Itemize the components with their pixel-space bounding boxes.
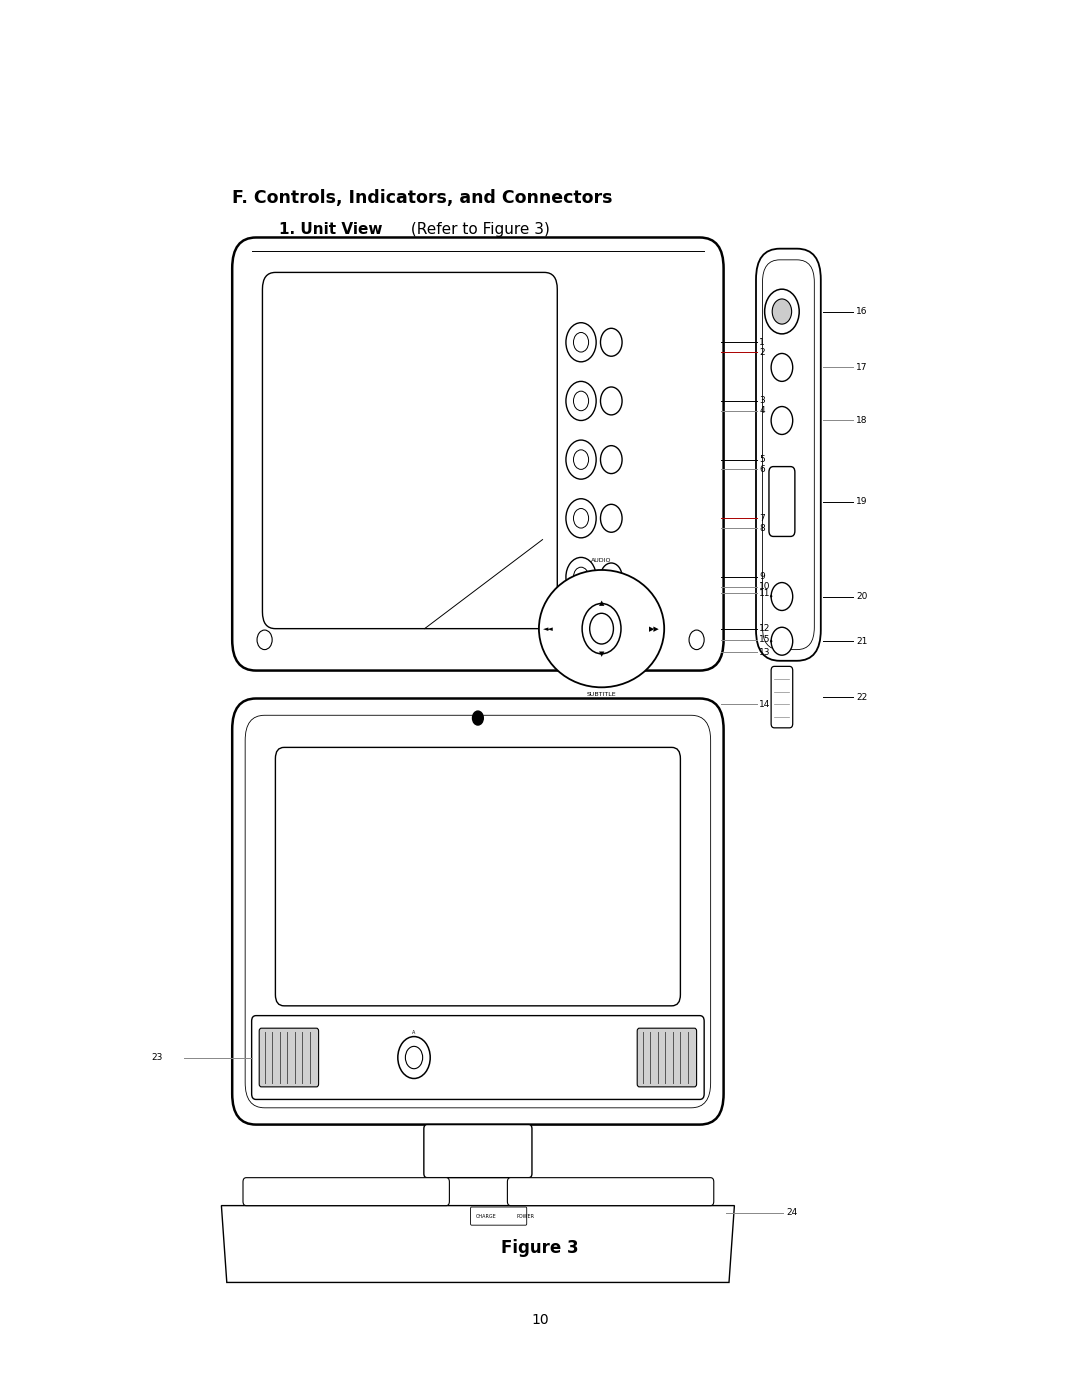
Text: 17: 17 [856,363,868,372]
FancyBboxPatch shape [259,1028,319,1087]
Text: AUDIO: AUDIO [592,557,611,563]
Circle shape [473,711,483,725]
Circle shape [590,613,613,644]
Circle shape [765,289,799,334]
Text: 6: 6 [759,465,765,474]
Text: 4: 4 [759,407,765,415]
Text: 3: 3 [759,397,765,405]
Circle shape [573,509,589,528]
Text: 16: 16 [856,307,868,316]
Text: 21: 21 [856,637,868,645]
Circle shape [257,630,272,650]
Text: A: A [413,1030,416,1035]
Text: 11: 11 [759,590,771,598]
Text: 12: 12 [759,624,771,633]
Text: 20: 20 [856,592,868,601]
FancyBboxPatch shape [262,272,557,629]
Text: SUBTITLE: SUBTITLE [586,692,617,697]
FancyBboxPatch shape [637,1028,697,1087]
Circle shape [573,391,589,411]
Circle shape [566,440,596,479]
Circle shape [566,499,596,538]
FancyBboxPatch shape [252,1016,704,1099]
Text: 1: 1 [759,338,765,346]
Text: (Refer to Figure 3): (Refer to Figure 3) [406,222,550,236]
Text: ♦: ♦ [768,638,772,644]
FancyBboxPatch shape [508,1178,714,1206]
Text: 8: 8 [759,524,765,532]
Circle shape [772,299,792,324]
Circle shape [573,567,589,587]
Text: 14: 14 [759,700,771,708]
Text: 24: 24 [786,1208,797,1217]
Text: 22: 22 [856,693,867,701]
Text: ▶▶: ▶▶ [649,626,660,631]
Circle shape [771,627,793,655]
Text: 23: 23 [151,1053,163,1062]
Circle shape [397,1037,430,1078]
FancyBboxPatch shape [232,237,724,671]
Text: ◄◄: ◄◄ [543,626,554,631]
Text: 7: 7 [759,514,765,522]
Circle shape [600,328,622,356]
Text: 19: 19 [856,497,868,506]
FancyBboxPatch shape [771,666,793,728]
Text: Figure 3: Figure 3 [501,1239,579,1256]
Circle shape [689,630,704,650]
Text: ▼: ▼ [599,651,604,657]
Ellipse shape [539,570,664,687]
Circle shape [405,1046,422,1069]
FancyBboxPatch shape [245,715,711,1108]
Circle shape [771,407,793,434]
FancyBboxPatch shape [769,467,795,536]
Circle shape [573,332,589,352]
Text: POWER: POWER [517,1214,535,1220]
Text: ♦: ♦ [768,594,772,599]
FancyBboxPatch shape [756,249,821,661]
Text: ▲: ▲ [599,601,604,606]
Text: 18: 18 [856,416,868,425]
Text: 1. Unit View: 1. Unit View [279,222,382,236]
Circle shape [582,604,621,654]
FancyBboxPatch shape [762,260,814,650]
Circle shape [600,446,622,474]
Circle shape [771,583,793,610]
Text: 9: 9 [759,573,765,581]
FancyBboxPatch shape [275,747,680,1006]
Text: 15: 15 [759,636,771,644]
Text: CHARGE: CHARGE [476,1214,497,1220]
Text: 5: 5 [759,455,765,464]
Text: 10: 10 [759,583,771,591]
FancyBboxPatch shape [423,1125,532,1178]
Circle shape [600,504,622,532]
Circle shape [573,450,589,469]
Circle shape [771,353,793,381]
Text: 13: 13 [759,648,771,657]
FancyBboxPatch shape [243,1178,449,1206]
Text: 10: 10 [531,1313,549,1327]
Circle shape [600,563,622,591]
FancyBboxPatch shape [471,1207,527,1225]
Circle shape [600,387,622,415]
Circle shape [566,381,596,420]
FancyBboxPatch shape [232,698,724,1125]
Polygon shape [221,1206,734,1282]
Text: F. Controls, Indicators, and Connectors: F. Controls, Indicators, and Connectors [232,190,612,207]
Circle shape [566,323,596,362]
Circle shape [566,557,596,597]
Text: 2: 2 [759,348,765,356]
